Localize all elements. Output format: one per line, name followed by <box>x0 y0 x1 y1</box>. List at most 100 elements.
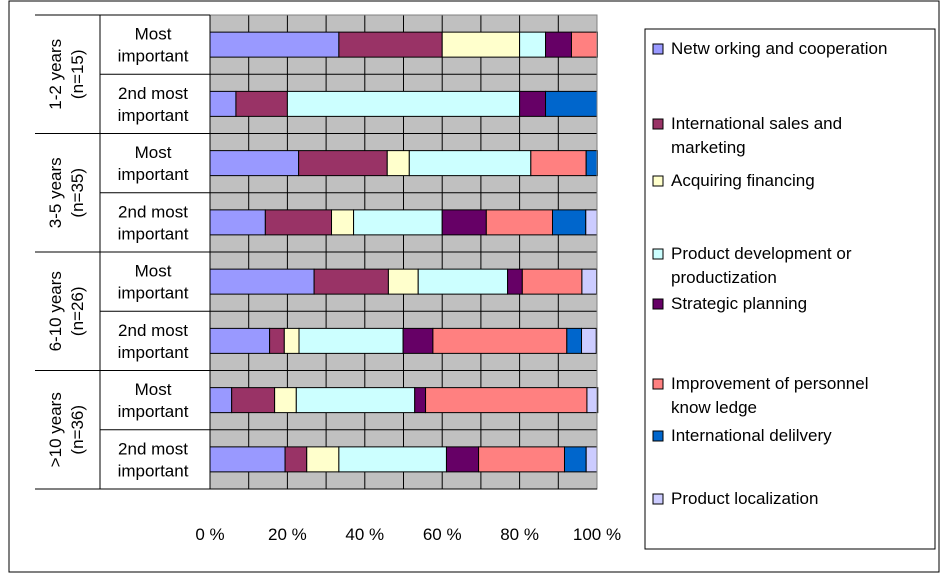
bar-segment <box>507 268 523 295</box>
group-label: 1-2 years (n=15) <box>46 39 87 110</box>
legend-label: Product localization <box>671 489 818 508</box>
row-label-line2: important <box>118 224 189 243</box>
bar-segment <box>566 327 583 354</box>
bar-segment <box>209 31 340 58</box>
row-label-line1: Most <box>135 143 172 162</box>
row-label-line2: important <box>118 343 189 362</box>
bar-segment <box>441 209 487 236</box>
bar-segment <box>545 90 598 117</box>
bar-segment <box>545 31 572 58</box>
group-label-n: (n=36) <box>68 405 87 455</box>
group-label-years: 1-2 years <box>46 39 65 110</box>
legend-swatch <box>652 175 664 187</box>
bar-segment <box>402 327 434 354</box>
row-label-line1: Most <box>135 262 172 281</box>
legend-swatch <box>652 43 664 55</box>
row-label-line1: 2nd most <box>118 84 188 103</box>
legend-label: Improvement of personnel <box>671 374 869 393</box>
bar-segment <box>209 209 266 236</box>
legend-swatch <box>652 493 664 505</box>
bar-segment <box>295 387 416 414</box>
bar-segment <box>441 31 521 58</box>
legend-label: International sales and <box>671 114 842 133</box>
bar-segment <box>563 446 587 473</box>
row-label-line1: Most <box>135 25 172 44</box>
row-label-line2: important <box>118 165 189 184</box>
bar-segment <box>209 90 237 117</box>
bar-segment <box>581 327 597 354</box>
bar-segment <box>521 268 583 295</box>
x-tick-label: 40 % <box>345 525 384 544</box>
legend-swatch <box>652 248 664 260</box>
group-label-n: (n=15) <box>68 49 87 99</box>
bar-segment <box>432 327 568 354</box>
bar-segment <box>306 446 340 473</box>
legend-swatch <box>652 118 664 130</box>
bar-segment <box>445 446 480 473</box>
bar-segment <box>331 209 355 236</box>
bar-segment <box>209 327 271 354</box>
legend-item: Netw orking and cooperation <box>652 39 887 58</box>
bar-segment <box>286 90 521 117</box>
bar-segment <box>269 327 285 354</box>
group-label: 6-10 years (n=26) <box>46 271 87 351</box>
row-label-line2: important <box>118 106 189 125</box>
bar-segment <box>338 446 447 473</box>
x-tick-label: 80 % <box>500 525 539 544</box>
row-label-line2: important <box>118 284 189 303</box>
bar-segment <box>586 387 599 414</box>
legend-item: International sales and marketing <box>652 114 842 157</box>
legend-item: Product development or productization <box>652 244 852 287</box>
legend-label: Netw orking and cooperation <box>671 39 887 58</box>
legend-swatch <box>652 298 664 310</box>
legend-box <box>644 28 936 550</box>
group-label-years: >10 years <box>46 392 65 467</box>
bar-segment <box>298 150 388 177</box>
legend-item: International delilvery <box>652 426 832 445</box>
bar-segment <box>231 387 276 414</box>
row-label-line2: important <box>118 461 189 480</box>
bar-segment <box>209 150 300 177</box>
group-label-n: (n=26) <box>68 286 87 336</box>
bar-segment <box>235 90 288 117</box>
bar-segment <box>414 387 427 414</box>
legend-label: know ledge <box>671 398 757 417</box>
group-label-n: (n=35) <box>68 168 87 218</box>
legend-label: Strategic planning <box>671 294 807 313</box>
bar-segment <box>425 387 588 414</box>
bar-segment <box>283 327 300 354</box>
bar-segment <box>585 150 598 177</box>
legend-label: Product development or <box>671 244 852 263</box>
legend-swatch <box>652 430 664 442</box>
row-label-line1: Most <box>135 380 172 399</box>
bar-segment <box>274 387 297 414</box>
legend-label: productization <box>671 268 777 287</box>
row-label-line1: 2nd most <box>118 439 188 458</box>
bar-segment <box>581 268 598 295</box>
bar-segment <box>386 150 410 177</box>
bar-segment <box>313 268 389 295</box>
group-label: 3-5 years (n=35) <box>46 157 87 228</box>
legend-swatch <box>652 378 664 390</box>
group-label-years: 3-5 years <box>46 157 65 228</box>
bar-segment <box>209 446 286 473</box>
row-label-line1: 2nd most <box>118 321 188 340</box>
x-tick-label: 0 % <box>195 525 224 544</box>
x-tick-label: 60 % <box>423 525 462 544</box>
bar-segment <box>570 31 598 58</box>
legend-label: International delilvery <box>671 426 832 445</box>
legend-label: Acquiring financing <box>671 171 815 190</box>
row-label-line2: important <box>118 47 189 66</box>
bar-segment <box>387 268 419 295</box>
bar-segment <box>585 209 598 236</box>
legend-item: Strategic planning <box>652 294 807 313</box>
legend-item: Improvement of personnel know ledge <box>652 374 869 417</box>
row-label-line1: 2nd most <box>118 202 188 221</box>
group-label-years: 6-10 years <box>46 271 65 351</box>
bar-segment <box>408 150 532 177</box>
bar-segment <box>519 90 547 117</box>
bar-segment <box>338 31 443 58</box>
bar-segment <box>530 150 587 177</box>
bar-segment <box>209 387 233 414</box>
